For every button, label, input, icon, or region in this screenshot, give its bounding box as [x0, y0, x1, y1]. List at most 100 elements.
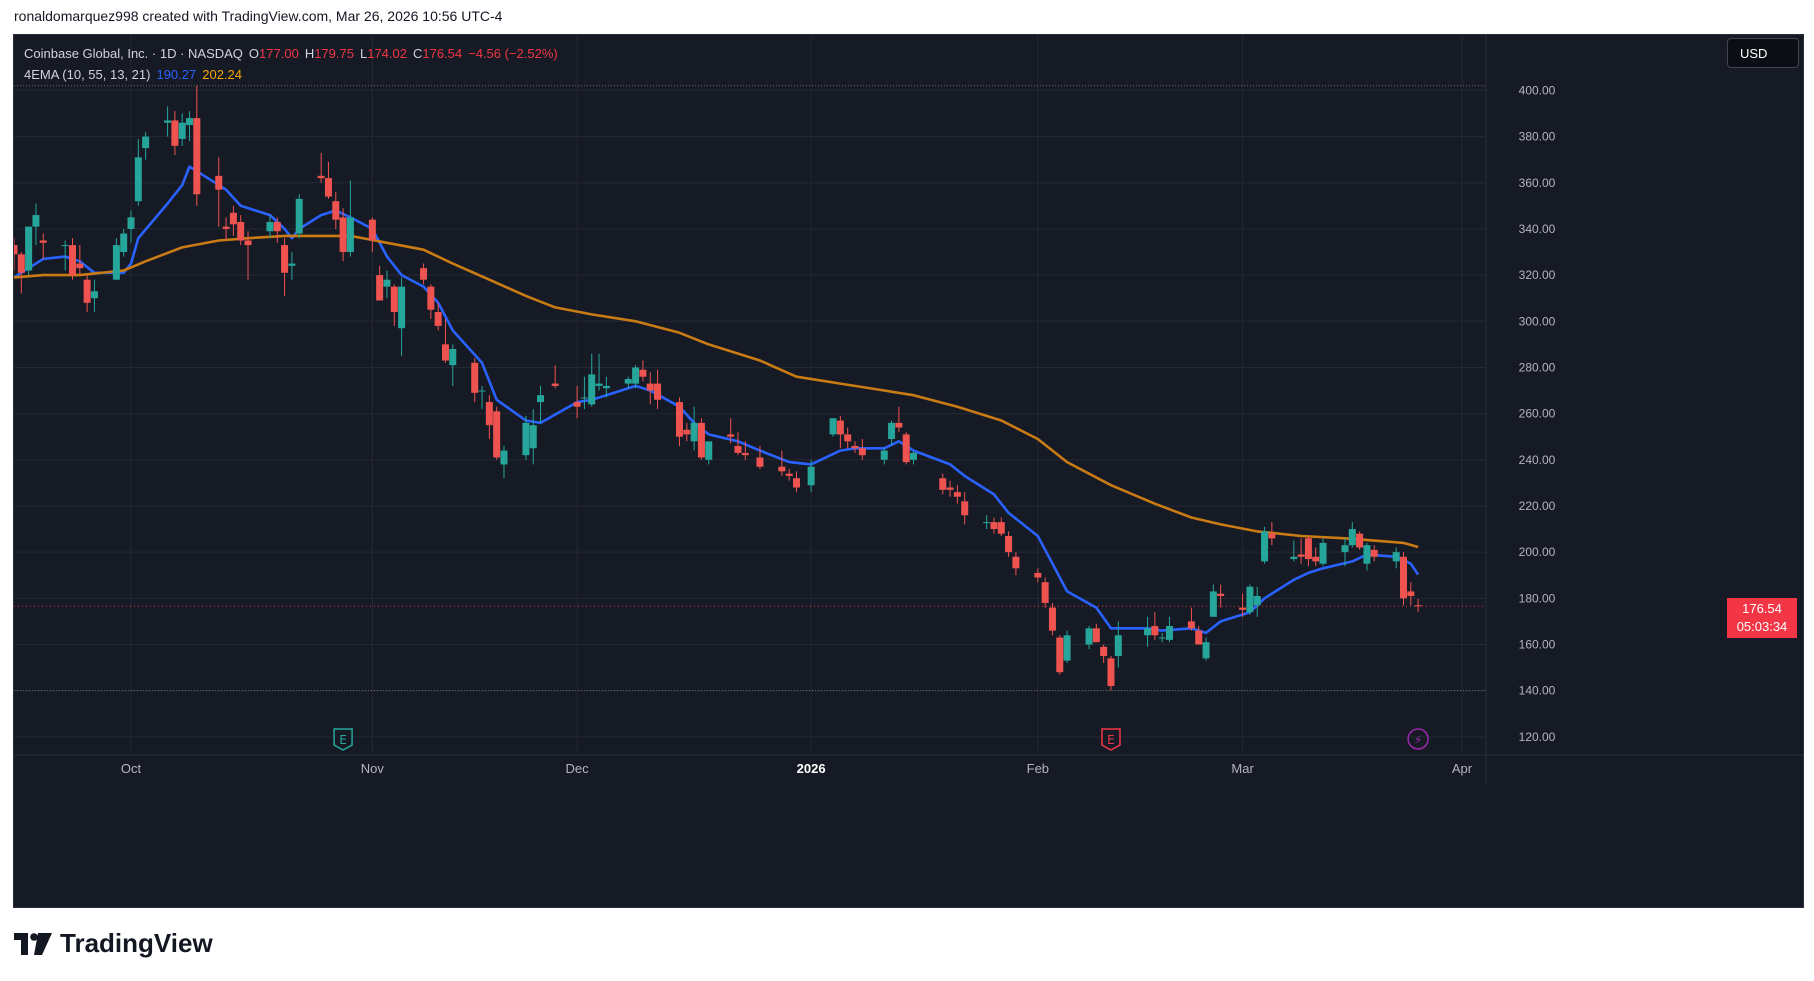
event-marker-label: E [1107, 733, 1115, 747]
candle-body [288, 263, 296, 266]
candle-body [939, 478, 947, 490]
ema_fast-line [14, 165, 1420, 635]
candle-body [1100, 646, 1108, 657]
candle-body [324, 178, 332, 197]
candle-body [441, 344, 449, 361]
candle-body [186, 118, 194, 126]
candle-body [332, 201, 340, 220]
tradingview-logo[interactable]: TradingView [14, 928, 213, 959]
candle-body [836, 420, 844, 435]
candle-body [1041, 582, 1049, 603]
open-value: 177.00 [259, 46, 299, 61]
candle-body [69, 245, 77, 276]
x-tick-label: Dec [566, 761, 590, 776]
candle-body [573, 402, 581, 407]
symbol-description[interactable]: Coinbase Global, Inc. · 1D · NASDAQ [24, 46, 243, 61]
price-chart[interactable]: 120.00 140.00 160.00 180.00 200.00 220.00 240.… [14, 35, 1803, 907]
candle-body [910, 452, 918, 460]
candle-body [602, 385, 610, 389]
y-tick-label: 240.00 [1519, 453, 1556, 467]
candle-body [500, 450, 508, 465]
candle-body [588, 374, 596, 405]
ema_slow-line [14, 234, 1419, 549]
candle-body [902, 434, 910, 463]
candle-body [997, 522, 1005, 534]
candle-body [273, 222, 281, 232]
candle-body [471, 362, 479, 393]
candle-body [829, 418, 837, 435]
candle-body [595, 383, 603, 386]
candle-body [675, 402, 683, 437]
candle-body [1399, 556, 1407, 599]
candle-body [580, 397, 588, 399]
chart-panel[interactable]: 120.00 140.00 160.00 180.00 200.00 220.00 240.… [13, 34, 1804, 908]
y-tick-label: 400.00 [1519, 83, 1556, 97]
candle-body [785, 473, 793, 476]
candle-body [449, 348, 457, 366]
y-tick-label: 220.00 [1519, 499, 1556, 513]
candle-body [171, 120, 179, 146]
close-value: 176.54 [422, 46, 463, 61]
candle-body [639, 369, 647, 377]
candle-body [1392, 552, 1400, 562]
candle-body [1414, 605, 1422, 607]
low-label: L [359, 46, 368, 61]
candle-body [953, 492, 961, 497]
candle-body [654, 383, 662, 400]
candle-body [537, 395, 545, 403]
candle-body [229, 212, 237, 225]
candle-body [17, 254, 25, 273]
candle-body [1348, 529, 1356, 546]
candle-body [1319, 542, 1327, 564]
candle-body [398, 286, 406, 329]
candle-body [880, 450, 888, 460]
last-price-value: 176.54 [1742, 601, 1782, 617]
candle-body [807, 466, 815, 486]
candle-body [858, 448, 866, 456]
ema-fast-value: 190.27 [156, 67, 197, 82]
candle-body [624, 378, 632, 384]
tradingview-wordmark: TradingView [60, 928, 213, 958]
currency-button[interactable]: USD [1727, 38, 1799, 68]
candle-body [1202, 642, 1210, 659]
indicator-name[interactable]: 4EMA (10, 55, 13, 21) [24, 67, 151, 82]
chart-credit-text: ronaldomarquez998 created with TradingVi… [14, 8, 503, 24]
change-value: −4.56 (−2.52%) [468, 46, 558, 61]
y-tick-label: 380.00 [1519, 130, 1556, 144]
y-tick-label: 340.00 [1519, 222, 1556, 236]
y-tick-label: 160.00 [1519, 637, 1556, 651]
candle-body [281, 245, 289, 273]
candle-body [39, 240, 47, 243]
candle-body [1187, 621, 1195, 629]
ema-slow-value: 202.24 [202, 67, 242, 82]
candle-body [61, 245, 69, 247]
earnings-marker-icon [1101, 728, 1121, 751]
candle-body [961, 501, 969, 516]
candle-body [193, 118, 201, 195]
x-tick-label: Mar [1231, 761, 1254, 776]
candle-body [1239, 607, 1247, 610]
candle-body [1144, 628, 1152, 636]
candle-body [134, 157, 142, 202]
candle-body [164, 120, 172, 123]
candle-body [1268, 533, 1276, 539]
candle-body [1034, 572, 1042, 578]
candle-body [244, 240, 252, 246]
candle-body [1151, 626, 1159, 636]
candle-body [990, 522, 998, 530]
candle-body [25, 226, 33, 271]
candle-body [1195, 630, 1203, 645]
candle-body [178, 122, 186, 139]
x-tick-label: Nov [361, 761, 385, 776]
candle-body [376, 275, 384, 301]
candle-body [1312, 556, 1320, 562]
candle-body [493, 411, 501, 458]
candle-body [237, 222, 245, 241]
candle-body [983, 522, 991, 524]
candle-body [222, 226, 230, 229]
candle-body [83, 279, 91, 303]
candle-body [1290, 556, 1298, 560]
y-tick-label: 260.00 [1519, 407, 1556, 421]
candle-body [478, 390, 486, 392]
candle-body [1063, 635, 1071, 661]
